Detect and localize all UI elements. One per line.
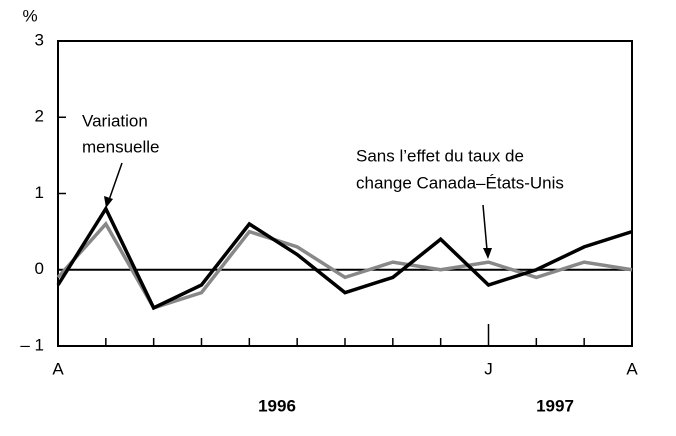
x-tick-label: J	[484, 359, 493, 378]
arrow-head	[483, 248, 492, 259]
y-tick-label: 1	[35, 183, 44, 202]
annotation: change Canada–États-Unis	[356, 173, 564, 192]
year-label: 1996	[258, 396, 296, 415]
y-tick-label: 3	[35, 30, 44, 49]
year-label: 1997	[536, 396, 574, 415]
annotation: Variation	[82, 111, 148, 130]
annotation: mensuelle	[82, 137, 160, 156]
x-tick-label: A	[626, 359, 638, 378]
y-tick-label: – 1	[20, 335, 44, 354]
y-tick-label: 2	[35, 107, 44, 126]
series-line	[56, 205, 633, 311]
annotation-arrow	[482, 204, 488, 251]
y-tick-label: 0	[35, 259, 44, 278]
x-tick-label: A	[52, 359, 64, 378]
annotation: Sans l’effet du taux de	[356, 146, 524, 165]
y-unit-label: %	[22, 6, 37, 25]
annotation-arrow	[108, 162, 123, 201]
plot-frame	[57, 40, 633, 347]
arrow-head	[104, 196, 113, 208]
